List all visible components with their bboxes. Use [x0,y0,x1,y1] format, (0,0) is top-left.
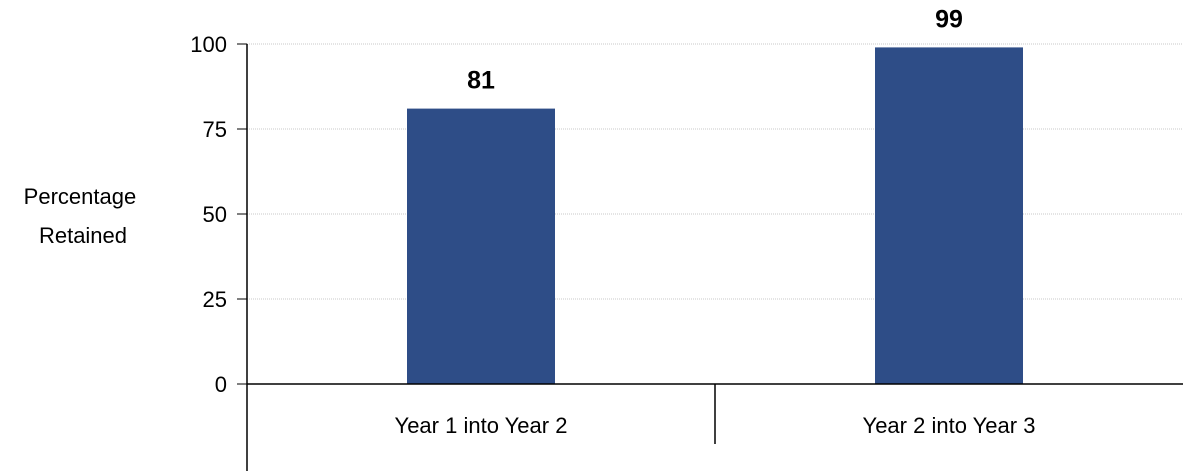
x-axis-categories: Year 1 into Year 2 Year 2 into Year 3 [395,413,1036,438]
data-labels: 81 99 [467,5,963,94]
y-axis-ticks: 0 25 50 75 100 [190,32,247,397]
data-label-1: 81 [467,67,495,95]
data-label-2: 99 [935,5,963,33]
y-axis-label-line-2: Retained [39,223,127,248]
y-tick-label: 100 [190,32,227,57]
category-label-2: Year 2 into Year 3 [863,413,1036,438]
bar-1 [407,108,555,384]
y-tick-label: 25 [203,287,227,312]
gridlines [247,43,1183,300]
y-axis-label-line-1: Percentage [24,184,137,209]
axes [246,44,1183,471]
y-tick-label: 50 [203,202,227,227]
y-tick-label: 0 [215,372,227,397]
bar-2 [875,47,1023,385]
y-tick-label: 75 [203,117,227,142]
bars [407,47,1023,385]
category-label-1: Year 1 into Year 2 [395,413,568,438]
y-axis-label: Percentage Retained [24,184,143,248]
